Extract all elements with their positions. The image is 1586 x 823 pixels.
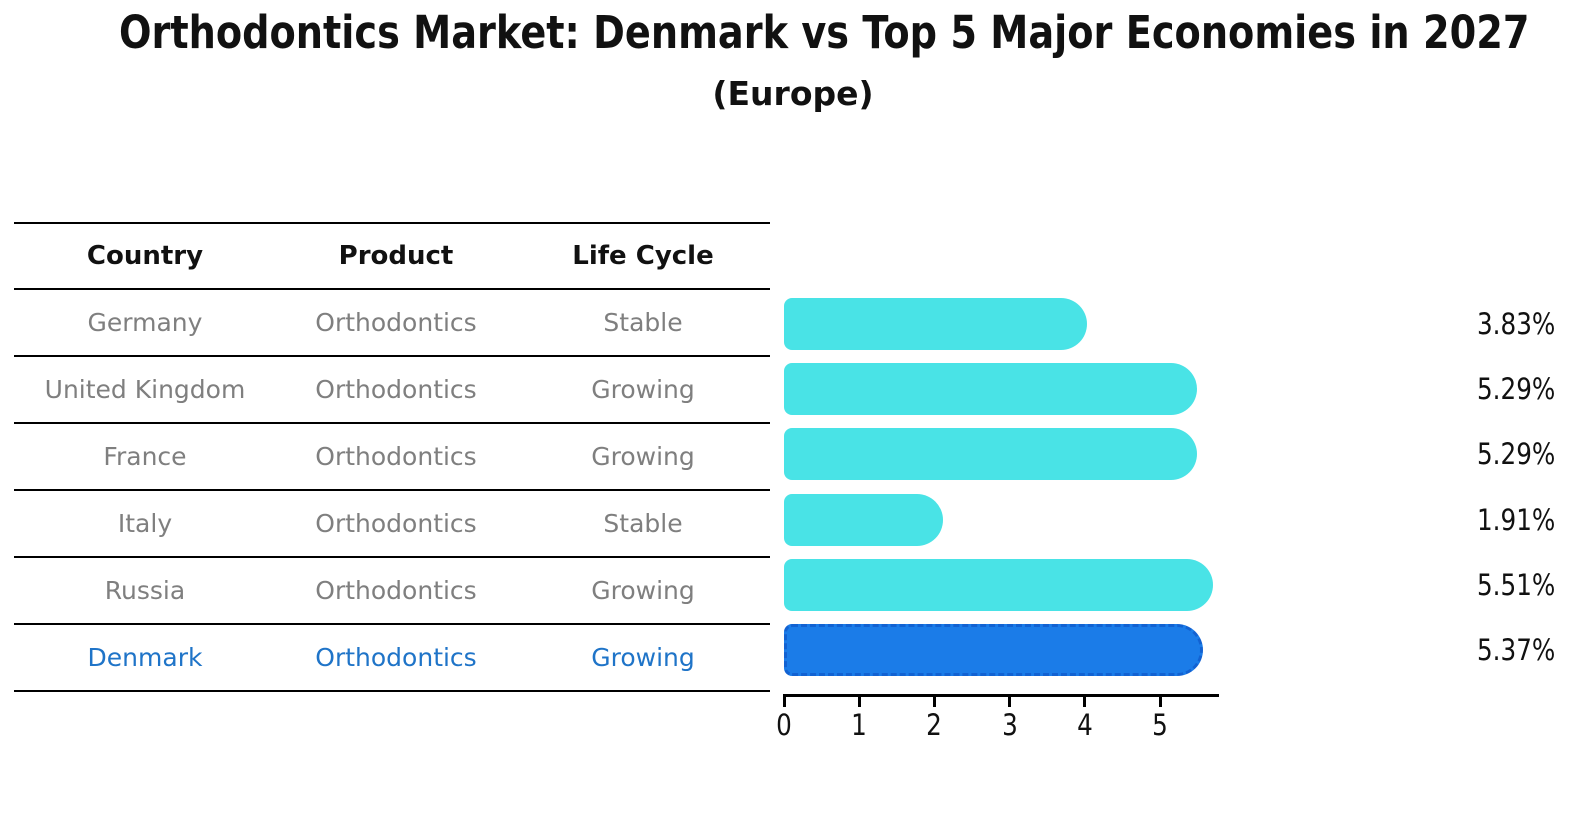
x-axis-tick-label: 3 <box>1001 708 1018 742</box>
col-header-product: Product <box>338 241 454 271</box>
x-axis-tick <box>1158 694 1162 707</box>
cell-country: Italy <box>117 509 173 538</box>
bar-france <box>784 428 1197 481</box>
x-axis-tick-label: 0 <box>776 708 792 742</box>
table-row-italy: Italy Orthodontics Stable <box>14 490 770 557</box>
table-row-united-kingdom: United Kingdom Orthodontics Growing <box>14 356 770 423</box>
x-axis-tick-label: 1 <box>851 708 868 742</box>
table-header-row: Country Product Life Cycle <box>14 223 770 289</box>
col-header-life-cycle: Life Cycle <box>572 241 714 271</box>
country-table: Country Product Life Cycle Germany Orthod… <box>14 222 770 692</box>
cell-product: Orthodontics <box>315 576 477 605</box>
bar-russia <box>784 558 1214 611</box>
bar-united-kingdom <box>784 363 1197 416</box>
col-header-country: Country <box>86 241 204 271</box>
cell-life-cycle: Growing <box>591 643 695 672</box>
table-row-france: France Orthodontics Growing <box>14 423 770 490</box>
value-label-united-kingdom: 5.29% <box>1477 372 1556 407</box>
cell-country: Germany <box>87 308 203 337</box>
cell-product: Orthodontics <box>315 509 477 538</box>
cell-product: Orthodontics <box>315 375 477 404</box>
cell-life-cycle: Growing <box>591 375 695 404</box>
cell-life-cycle: Stable <box>603 308 683 337</box>
table-row-germany: Germany Orthodontics Stable <box>14 289 770 356</box>
x-axis-tick <box>932 694 936 707</box>
bar-germany <box>784 298 1087 350</box>
cell-life-cycle: Growing <box>591 576 695 605</box>
cell-product: Orthodontics <box>315 308 477 337</box>
table-row-denmark: Denmark Orthodontics Growing <box>14 624 770 691</box>
bar-denmark <box>784 624 1203 676</box>
value-label-russia: 5.51% <box>1477 567 1556 602</box>
cell-country: Russia <box>104 576 186 605</box>
cell-country: France <box>103 442 187 471</box>
value-label-germany: 3.83% <box>1477 307 1556 341</box>
value-label-italy: 1.91% <box>1477 502 1556 537</box>
bar-italy <box>784 493 943 546</box>
x-axis-tick <box>1083 694 1087 707</box>
cell-product: Orthodontics <box>315 643 477 672</box>
value-label-france: 5.29% <box>1477 437 1556 472</box>
cell-product: Orthodontics <box>315 442 477 471</box>
x-axis-tick <box>857 694 861 707</box>
value-label-denmark: 5.37% <box>1477 633 1556 667</box>
x-axis-tick <box>782 694 786 707</box>
table-row-russia: Russia Orthodontics Growing <box>14 557 770 624</box>
x-axis-tick-label: 4 <box>1076 708 1093 742</box>
cell-country: United Kingdom <box>44 375 246 404</box>
chart-subtitle: (Europe) <box>712 74 874 113</box>
chart-title: Orthodontics Market: Denmark vs Top 5 Ma… <box>118 6 1530 59</box>
x-axis-tick-label: 5 <box>1152 708 1168 742</box>
x-axis-tick <box>1008 694 1012 707</box>
cell-country: Denmark <box>87 643 203 672</box>
cell-life-cycle: Stable <box>603 509 683 538</box>
cell-life-cycle: Growing <box>591 442 695 471</box>
x-axis-tick-label: 2 <box>926 708 943 742</box>
x-axis-line <box>783 694 1219 697</box>
